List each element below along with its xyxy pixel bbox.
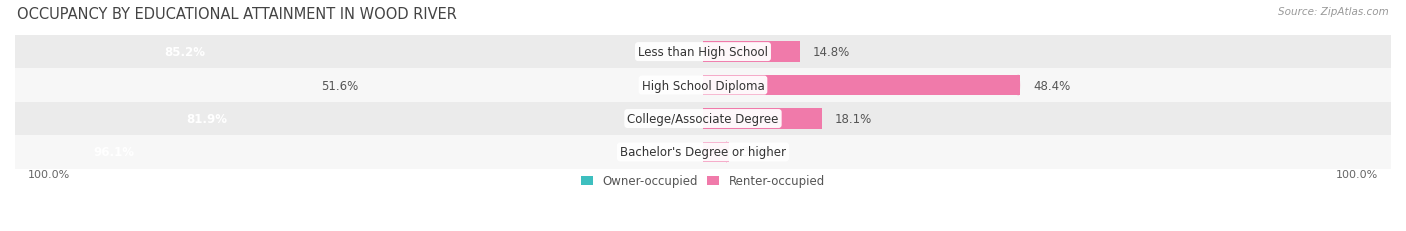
Bar — [703, 142, 727, 163]
Circle shape — [796, 42, 800, 63]
Bar — [15, 136, 1391, 169]
Text: 48.4%: 48.4% — [1033, 79, 1070, 92]
Circle shape — [724, 142, 728, 163]
Bar — [703, 42, 799, 63]
Text: Less than High School: Less than High School — [638, 46, 768, 59]
Text: College/Associate Degree: College/Associate Degree — [627, 112, 779, 125]
Text: High School Diploma: High School Diploma — [641, 79, 765, 92]
Text: 18.1%: 18.1% — [835, 112, 872, 125]
Text: Source: ZipAtlas.com: Source: ZipAtlas.com — [1278, 7, 1389, 17]
Text: 96.1%: 96.1% — [93, 146, 134, 159]
Circle shape — [817, 109, 821, 129]
Text: 81.9%: 81.9% — [186, 112, 226, 125]
Circle shape — [1017, 75, 1021, 96]
Text: OCCUPANCY BY EDUCATIONAL ATTAINMENT IN WOOD RIVER: OCCUPANCY BY EDUCATIONAL ATTAINMENT IN W… — [17, 7, 457, 22]
Text: Bachelor's Degree or higher: Bachelor's Degree or higher — [620, 146, 786, 159]
Legend: Owner-occupied, Renter-occupied: Owner-occupied, Renter-occupied — [576, 170, 830, 192]
Bar — [15, 69, 1391, 102]
Bar — [703, 109, 820, 129]
Text: 3.9%: 3.9% — [741, 146, 772, 159]
Text: 100.0%: 100.0% — [1336, 170, 1378, 179]
Text: 14.8%: 14.8% — [813, 46, 851, 59]
Bar — [15, 102, 1391, 136]
Bar — [799, 42, 800, 63]
Bar — [703, 75, 1018, 96]
Bar — [15, 36, 1391, 69]
Bar — [1018, 75, 1021, 96]
Text: 100.0%: 100.0% — [28, 170, 70, 179]
Bar — [820, 109, 821, 129]
Text: 85.2%: 85.2% — [165, 46, 205, 59]
Bar — [727, 142, 728, 163]
Text: 51.6%: 51.6% — [321, 79, 359, 92]
